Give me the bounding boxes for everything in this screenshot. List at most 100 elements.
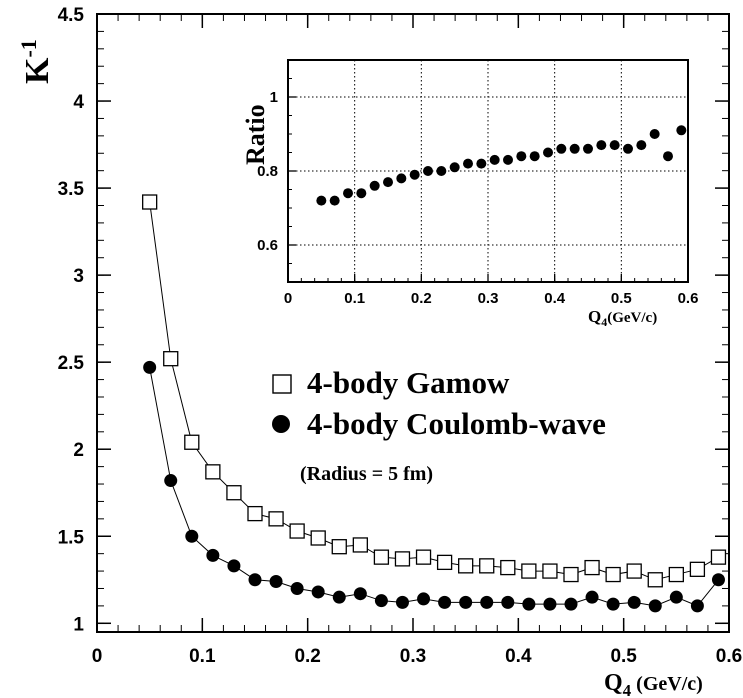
inset-y-axis-title: Ratio: [241, 104, 270, 165]
coulomb-point: [564, 597, 578, 611]
main-x-tick-label: 0.2: [294, 646, 320, 667]
main-x-axis-title: Q4 (GeV/c): [604, 670, 703, 698]
inset-x-tick-label: 0.4: [544, 290, 566, 307]
gamow-point: [563, 566, 579, 583]
ratio-point: [463, 158, 473, 169]
inset-x-axis-title-main: Q: [588, 307, 601, 326]
main-x-tick-label: 0.5: [610, 646, 637, 667]
main-y-tick-label: 3: [73, 266, 84, 287]
coulomb-point: [669, 590, 683, 604]
ratio-point: [609, 140, 620, 151]
main-y-tick-label: 2.5: [58, 353, 85, 374]
ratio-point: [383, 177, 393, 188]
series-line-coulomb: [149, 367, 719, 607]
coulomb-point: [711, 573, 725, 587]
series-line-gamow: [149, 201, 719, 581]
inset-x-axis-title-sub: 4: [601, 315, 607, 329]
ratio-point: [343, 188, 353, 199]
main-x-axis-title-sub: 4: [623, 681, 632, 698]
gamow-point: [500, 559, 516, 576]
svg-text:K-1: K-1: [16, 39, 56, 84]
ratio-point: [489, 154, 500, 165]
coulomb-point: [206, 548, 220, 562]
gamow-point: [710, 549, 727, 565]
legend: 4-body Gamow 4-body Coulomb-wave: [272, 365, 606, 441]
ratio-point: [449, 162, 460, 173]
ratio-point: [436, 166, 447, 176]
legend-marker-coulomb: [272, 415, 290, 433]
inset-grid: [288, 60, 688, 282]
ratio-point: [556, 143, 567, 154]
inset-x-tick-label: 0: [284, 290, 292, 307]
coulomb-point: [248, 573, 262, 587]
main-x-axis-title-main: Q: [604, 670, 623, 696]
gamow-point: [521, 563, 537, 579]
coulomb-point: [438, 595, 452, 609]
main-y-axis-title: K-1: [16, 39, 56, 84]
ratio-point: [369, 180, 380, 191]
gamow-point: [689, 561, 706, 577]
gamow-point: [542, 563, 558, 579]
ratio-point: [409, 169, 420, 180]
gamow-point: [436, 554, 453, 571]
main-y-tick-label: 1.5: [58, 527, 85, 548]
gamow-point: [373, 549, 390, 565]
coulomb-point: [353, 587, 367, 601]
gamow-point: [247, 505, 263, 522]
coulomb-point: [269, 575, 283, 589]
ratio-point: [503, 154, 513, 165]
gamow-point: [626, 563, 642, 579]
coulomb-point: [395, 595, 409, 609]
gamow-point: [142, 194, 158, 210]
inset-series-layer: [316, 125, 687, 206]
ratio-point: [663, 151, 673, 162]
ratio-point: [623, 143, 633, 154]
ratio-point: [596, 140, 607, 151]
legend-label-gamow: 4-body Gamow: [307, 365, 510, 400]
ratio-point: [569, 143, 580, 154]
ratio-point: [636, 140, 647, 151]
coulomb-point: [522, 597, 536, 611]
coulomb-point: [585, 590, 599, 604]
inset-y-axis-title-text: Ratio: [241, 104, 270, 165]
main-x-tick-label: 0.3: [400, 646, 426, 667]
coulomb-point: [690, 599, 704, 613]
main-axis-ticks: 0 0.1 0.2 0.3 0.4 0.5 0.6 1 1.5 2 2.5 3 3.5 4 4.5: [58, 5, 743, 667]
ratio-point: [529, 151, 540, 162]
main-y-tick-label: 4: [73, 92, 84, 113]
main-y-tick-label: 2: [73, 440, 84, 461]
main-x-tick-label: 0: [92, 646, 103, 667]
ratio-point: [649, 129, 660, 139]
main-y-axis-title-main: K: [19, 57, 56, 84]
inset-y-tick-label: 0.8: [257, 163, 278, 180]
ratio-point: [543, 147, 553, 158]
gamow-point: [647, 572, 663, 588]
coulomb-point: [311, 585, 325, 599]
gamow-point: [184, 434, 200, 450]
inset-axis-ticks: 0 0.1 0.2 0.3 0.4 0.5 0.6 0.6 0.8 1: [257, 59, 698, 307]
gamow-point: [289, 523, 305, 539]
coulomb-point: [374, 594, 388, 608]
main-y-tick-label: 1: [73, 614, 84, 635]
main-y-tick-label: 3.5: [58, 179, 85, 200]
inset-x-tick-label: 0.1: [344, 290, 365, 307]
coulomb-point: [648, 599, 662, 613]
coulomb-point: [227, 559, 241, 573]
coulomb-point: [543, 597, 557, 611]
ratio-point: [476, 158, 487, 169]
gamow-point: [458, 558, 474, 574]
ratio-point: [516, 151, 527, 162]
gamow-point: [310, 530, 326, 546]
gamow-point: [668, 566, 684, 583]
inset-x-tick-label: 0.3: [478, 290, 499, 307]
coulomb-point: [185, 529, 199, 543]
main-x-tick-label: 0.6: [716, 646, 742, 667]
coulomb-point: [501, 595, 515, 609]
coulomb-point: [164, 474, 178, 488]
ratio-point: [316, 195, 327, 206]
inset-y-tick-label: 0.6: [257, 237, 278, 254]
coulomb-point: [459, 595, 473, 609]
inset-x-axis-title: Q4(GeV/c): [588, 307, 657, 329]
main-series-layer: [142, 194, 727, 613]
gamow-point: [163, 351, 179, 367]
